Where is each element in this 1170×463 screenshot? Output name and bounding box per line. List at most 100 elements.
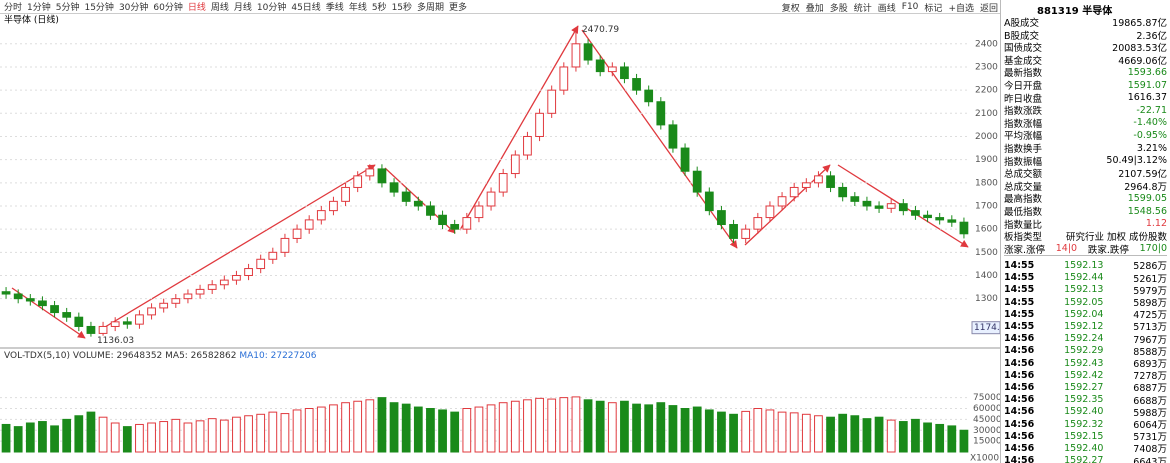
trade-price: 1592.12	[1064, 320, 1104, 332]
volume-bar	[826, 416, 835, 453]
period-tab[interactable]: 45日线	[291, 3, 321, 13]
row-value: 2107.59亿	[1118, 169, 1167, 181]
period-tab[interactable]: 日线	[187, 3, 206, 13]
row-label: 最低指数	[1004, 207, 1043, 218]
period-tab[interactable]: 年线	[348, 3, 367, 13]
volume-bar	[50, 425, 59, 453]
period-tab[interactable]: 更多	[449, 3, 468, 13]
period-tab[interactable]: 5分钟	[55, 3, 80, 13]
period-tab[interactable]: 30分钟	[118, 3, 149, 13]
trade-volume: 6064万	[1133, 420, 1167, 431]
period-tab[interactable]: 15分钟	[84, 3, 114, 13]
volume-bar	[413, 406, 423, 453]
tool-button[interactable]: 叠加	[805, 3, 824, 14]
candle-body	[789, 186, 799, 198]
candle-body	[171, 298, 181, 304]
trade-row: 14:55 1592.44 5261万	[1004, 272, 1167, 285]
tool-button[interactable]: 标记	[924, 3, 943, 14]
tool-button[interactable]: 复权	[781, 3, 800, 14]
candle-body	[486, 191, 496, 207]
volume-bar	[1, 423, 11, 453]
candle-body	[219, 279, 229, 286]
tool-button[interactable]: 统计	[853, 3, 872, 14]
candle-body	[256, 258, 266, 270]
row-value: 1591.07	[1127, 79, 1167, 91]
trade-price: 1592.04	[1064, 308, 1104, 320]
period-tab[interactable]: 周线	[210, 3, 229, 13]
tool-button[interactable]: 画线	[877, 3, 896, 14]
panel-row: 指数涨跌 -22.71	[1004, 104, 1167, 118]
period-tab[interactable]: 分时	[4, 3, 23, 13]
trade-volume: 5713万	[1133, 322, 1167, 334]
candle-body	[947, 219, 957, 223]
candle-body	[183, 293, 193, 300]
volume-header-part: VOL-TDX(5,10)	[4, 351, 73, 361]
volume-bar	[183, 422, 193, 453]
y-tick-label: 1900	[975, 155, 998, 165]
period-tab[interactable]: 10分钟	[256, 3, 287, 13]
trade-volume: 6887万	[1133, 383, 1167, 395]
y-tick-label: 1800	[975, 178, 998, 188]
row-label: 指数涨幅	[1004, 118, 1043, 130]
period-tab[interactable]: 月线	[233, 3, 252, 13]
volume-header: VOL-TDX(5,10) VOLUME: 29648352 MA5: 2658…	[4, 351, 317, 361]
trade-price: 1592.27	[1064, 455, 1104, 463]
row-label: 指数换手	[1004, 144, 1043, 155]
updown-down-label: 跌家.跌停	[1087, 244, 1129, 256]
trade-price: 1592.40	[1064, 406, 1104, 418]
trade-price: 1592.15	[1064, 430, 1104, 442]
candle-body	[365, 168, 375, 177]
trade-price: 1592.29	[1064, 345, 1104, 357]
volume-bar	[377, 397, 387, 453]
candle-body	[826, 175, 835, 188]
candle-body	[292, 228, 302, 239]
volume-bar	[329, 404, 338, 453]
candle-body	[777, 196, 787, 207]
trade-volume: 7278万	[1133, 371, 1167, 383]
candle-body	[717, 210, 726, 226]
cursor-tag	[971, 321, 1000, 335]
volume-bar	[644, 404, 654, 453]
trade-volume: 7967万	[1133, 334, 1167, 346]
period-tab[interactable]: 季线	[325, 3, 344, 13]
volume-bar	[680, 408, 690, 453]
updown-up-value: 14|0	[1055, 243, 1078, 255]
low-label: 1136.03	[97, 336, 134, 346]
candle-body	[462, 217, 472, 230]
row-value: 3.21%	[1136, 142, 1167, 154]
volume-bar	[232, 416, 241, 453]
candle-body	[535, 112, 544, 137]
trade-price: 1592.35	[1064, 394, 1104, 406]
tool-button[interactable]: 返回	[979, 3, 998, 14]
trade-row: 14:56 1592.40 7408万	[1004, 442, 1167, 456]
candle-body	[874, 205, 884, 209]
volume-bar	[547, 398, 557, 453]
trade-time: 14:55	[1004, 259, 1035, 271]
period-tab[interactable]: 1分钟	[27, 3, 51, 13]
tool-button[interactable]: 多股	[829, 3, 848, 14]
tool-button[interactable]: +自选	[948, 3, 974, 14]
volume-bar	[850, 415, 860, 453]
volume-bar	[256, 413, 266, 453]
volume-bar	[147, 422, 156, 453]
volume-header-part: MA10: 27227206	[239, 351, 316, 361]
panel-row: 总成交量 2964.8万	[1004, 180, 1167, 193]
trade-price: 1592.43	[1064, 357, 1104, 369]
candle-body	[510, 154, 520, 175]
candle-body	[692, 170, 702, 193]
period-tab[interactable]: 60分钟	[153, 3, 183, 13]
volume-bar	[571, 396, 581, 453]
volume-bar	[207, 418, 217, 453]
volume-bar	[741, 410, 751, 453]
trade-row: 14:55 1592.05 5898万	[1004, 296, 1167, 310]
tool-button[interactable]: F10	[901, 2, 919, 12]
period-tab[interactable]: 15秒	[391, 3, 413, 13]
candle-body	[110, 321, 120, 327]
period-tab[interactable]: 5秒	[371, 3, 387, 13]
volume-bar	[874, 416, 884, 453]
trade-volume: 5731万	[1133, 432, 1167, 444]
volume-bar	[692, 406, 702, 453]
trade-row: 14:56 1592.15 5731万	[1004, 430, 1167, 444]
candle-body	[547, 89, 557, 114]
period-tab[interactable]: 多周期	[417, 3, 445, 13]
